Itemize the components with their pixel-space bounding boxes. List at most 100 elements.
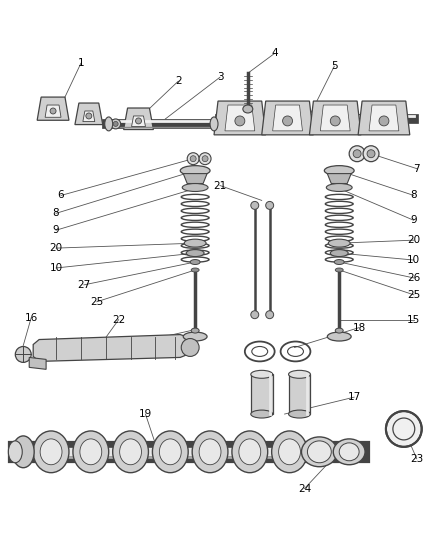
Text: 5: 5 [331,61,338,71]
Text: 25: 25 [90,297,103,307]
Polygon shape [309,101,361,135]
Ellipse shape [279,439,300,465]
Circle shape [187,153,199,165]
Ellipse shape [8,441,22,463]
Circle shape [15,346,31,362]
Ellipse shape [184,239,206,247]
Circle shape [202,156,208,161]
Ellipse shape [334,260,344,264]
Circle shape [266,311,274,319]
Text: 14: 14 [109,343,122,352]
Text: 2: 2 [175,76,182,86]
Text: 9: 9 [410,215,417,225]
Ellipse shape [73,431,109,473]
Ellipse shape [120,439,141,465]
Circle shape [386,411,422,447]
Ellipse shape [159,439,181,465]
Ellipse shape [333,439,365,465]
Text: 20: 20 [407,235,420,245]
Circle shape [135,118,141,124]
Circle shape [251,311,259,319]
Text: 8: 8 [53,208,60,219]
Polygon shape [358,101,410,135]
Ellipse shape [239,439,261,465]
Ellipse shape [327,332,351,341]
Polygon shape [83,111,95,122]
Polygon shape [262,101,314,135]
Ellipse shape [324,166,354,175]
Ellipse shape [335,328,343,333]
Text: 4: 4 [271,49,278,58]
Circle shape [251,201,259,209]
Polygon shape [214,101,266,135]
Ellipse shape [186,249,204,256]
Text: 23: 23 [410,454,424,464]
Text: 3: 3 [217,72,223,82]
Ellipse shape [328,239,350,247]
Polygon shape [183,174,207,183]
Ellipse shape [251,370,273,378]
Ellipse shape [191,328,199,333]
Text: 20: 20 [49,243,63,253]
Polygon shape [289,374,311,414]
Ellipse shape [192,431,228,473]
Text: 15: 15 [407,314,420,325]
Circle shape [199,153,211,165]
Ellipse shape [190,260,200,264]
Ellipse shape [251,410,273,418]
Ellipse shape [183,332,207,341]
Ellipse shape [289,370,311,378]
Ellipse shape [80,439,102,465]
Circle shape [379,116,389,126]
Circle shape [86,113,92,119]
Circle shape [50,108,56,114]
Text: 9: 9 [53,225,60,235]
Ellipse shape [210,117,218,131]
Text: 26: 26 [407,273,420,283]
Text: 18: 18 [353,322,366,333]
Text: 10: 10 [407,255,420,265]
Text: 10: 10 [49,263,63,273]
Text: 8: 8 [410,190,417,200]
Circle shape [353,150,361,158]
Ellipse shape [152,431,188,473]
Ellipse shape [326,183,352,191]
Text: 21: 21 [213,181,226,190]
Polygon shape [251,374,273,414]
Text: 6: 6 [58,190,64,200]
Text: 25: 25 [407,290,420,300]
Ellipse shape [33,431,69,473]
Ellipse shape [232,431,268,473]
Ellipse shape [289,410,311,418]
Ellipse shape [105,117,113,131]
Polygon shape [131,116,145,126]
Ellipse shape [330,249,348,256]
Text: 1: 1 [78,58,84,68]
Polygon shape [124,108,153,130]
Polygon shape [225,105,255,131]
Circle shape [363,146,379,161]
Circle shape [330,116,340,126]
Circle shape [235,116,245,126]
Ellipse shape [182,183,208,191]
Ellipse shape [40,439,62,465]
Ellipse shape [191,268,199,272]
Text: 22: 22 [112,314,125,325]
Text: 19: 19 [139,409,152,419]
Circle shape [349,146,365,161]
Text: 7: 7 [413,164,420,174]
Ellipse shape [180,166,210,175]
Circle shape [367,150,375,158]
Ellipse shape [113,431,148,473]
Ellipse shape [307,441,331,463]
Text: 17: 17 [347,392,361,402]
Polygon shape [75,103,103,125]
Polygon shape [320,105,350,131]
Circle shape [111,119,120,129]
Polygon shape [45,105,61,117]
Polygon shape [33,335,195,361]
Polygon shape [369,105,399,131]
Polygon shape [273,105,303,131]
Text: 16: 16 [25,313,38,322]
Polygon shape [37,97,69,120]
